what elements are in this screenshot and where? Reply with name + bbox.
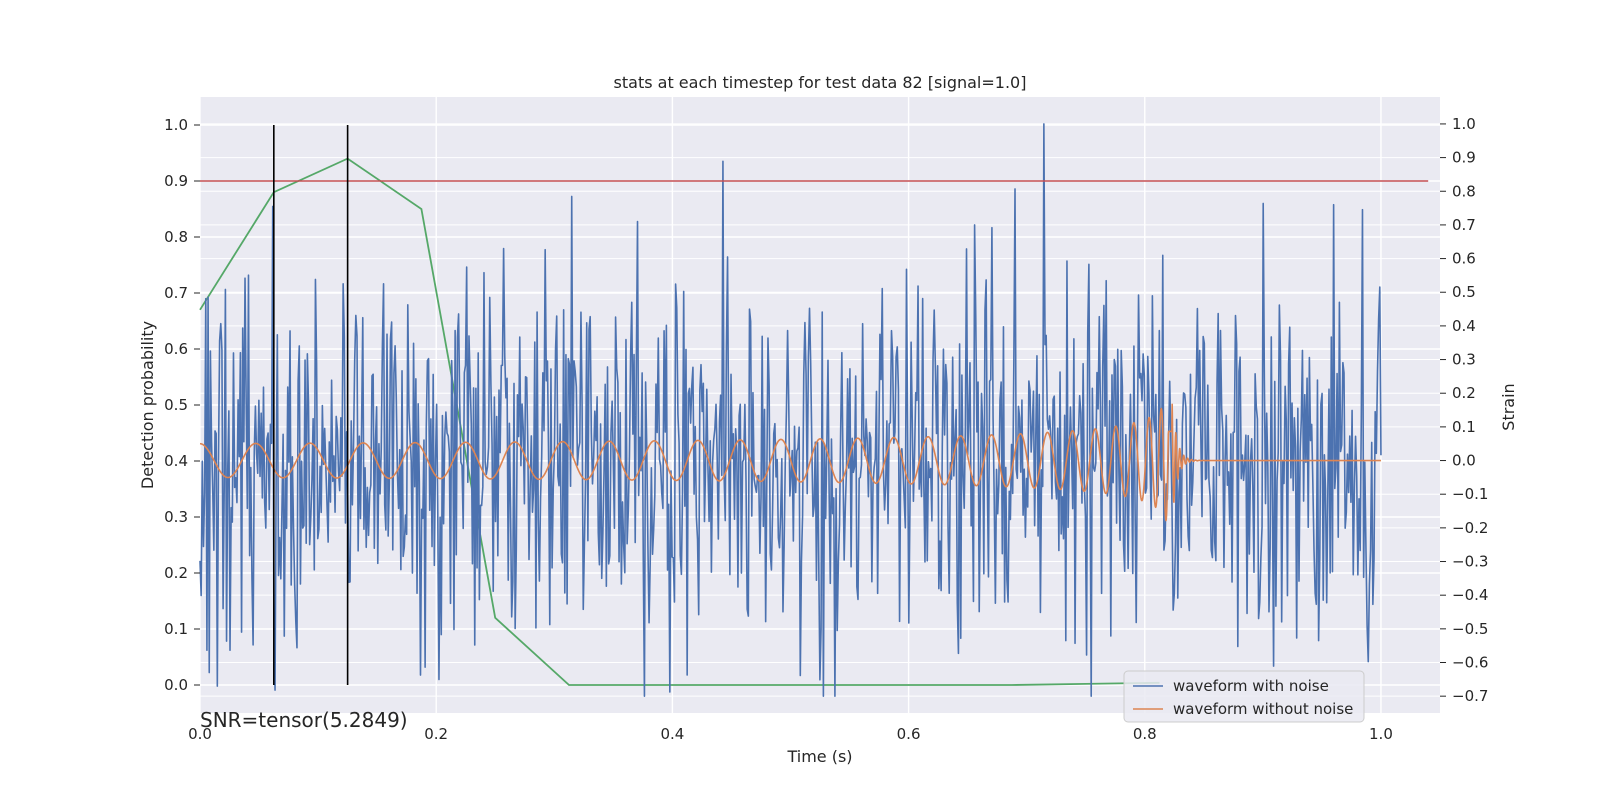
y-right-tick-label-8: 0.1 bbox=[1452, 418, 1476, 436]
x-tick-label-3: 0.6 bbox=[897, 725, 921, 743]
y-right-tick-label-11: 0.4 bbox=[1452, 317, 1476, 335]
x-tick-label-5: 1.0 bbox=[1369, 725, 1393, 743]
y-right-tick-label-9: 0.2 bbox=[1452, 384, 1476, 402]
y-left-tick-label-5: 0.5 bbox=[164, 396, 188, 414]
y-left-tick-label-7: 0.7 bbox=[164, 284, 188, 302]
snr-annotation: SNR=tensor(5.2849) bbox=[200, 708, 408, 732]
y-left-axis-label: Detection probability bbox=[138, 321, 157, 489]
y-left-tick-label-3: 0.3 bbox=[164, 508, 188, 526]
y-left-tick-label-6: 0.6 bbox=[164, 340, 188, 358]
y-right-tick-label-5: −0.2 bbox=[1452, 519, 1488, 537]
y-right-tick-label-3: −0.4 bbox=[1452, 586, 1488, 604]
legend-label-clean: waveform without noise bbox=[1173, 700, 1353, 718]
y-left-tick-label-1: 0.1 bbox=[164, 620, 188, 638]
y-right-tick-label-7: 0.0 bbox=[1452, 452, 1476, 470]
y-right-tick-label-17: 1.0 bbox=[1452, 115, 1476, 133]
y-right-tick-label-14: 0.7 bbox=[1452, 216, 1476, 234]
y-right-axis-ticks: −0.7 −0.6 −0.5 −0.4 −0.3 −0.2 −0.1 0.0 0.1 0.2 0.3… bbox=[1440, 115, 1488, 705]
y-right-tick-label-0: −0.7 bbox=[1452, 687, 1488, 705]
x-tick-label-1: 0.2 bbox=[424, 725, 448, 743]
y-right-tick-label-13: 0.6 bbox=[1452, 250, 1476, 268]
waveform-with-noise-layer bbox=[199, 123, 1382, 697]
y-right-tick-label-2: −0.5 bbox=[1452, 620, 1488, 638]
y-left-tick-label-8: 0.8 bbox=[164, 228, 188, 246]
x-tick-label-2: 0.4 bbox=[660, 725, 684, 743]
y-right-tick-label-1: −0.6 bbox=[1452, 654, 1488, 672]
x-axis-label: Time (s) bbox=[786, 747, 852, 766]
waveform-without-noise-line bbox=[199, 403, 1382, 522]
chart-title: stats at each timestep for test data 82 … bbox=[614, 73, 1027, 92]
y-left-axis-ticks: 0.0 0.1 0.2 0.3 0.4 0.5 0.6 0.7 0.8 0.9 1.0 bbox=[164, 116, 200, 694]
legend-label-noise: waveform with noise bbox=[1173, 677, 1329, 695]
y-left-tick-label-10: 1.0 bbox=[164, 116, 188, 134]
y-right-tick-label-4: −0.3 bbox=[1452, 553, 1488, 571]
legend-box bbox=[1123, 670, 1365, 723]
detection-probability-line bbox=[199, 157, 1160, 686]
y-left-tick-label-0: 0.0 bbox=[164, 676, 188, 694]
x-tick-label-0: 0.0 bbox=[188, 725, 212, 743]
x-tick-label-4: 0.8 bbox=[1133, 725, 1157, 743]
vertical-marker-layer bbox=[273, 125, 349, 685]
legend: waveform with noise waveform without noi… bbox=[1123, 670, 1365, 723]
y-right-tick-label-16: 0.9 bbox=[1452, 149, 1476, 167]
y-right-tick-label-12: 0.5 bbox=[1452, 283, 1476, 301]
x-axis-ticks: 0.0 0.2 0.4 0.6 0.8 1.0 bbox=[188, 725, 1393, 743]
waveform-with-noise-line bbox=[199, 123, 1382, 697]
y-left-tick-label-9: 0.9 bbox=[164, 172, 188, 190]
y-left-tick-label-4: 0.4 bbox=[164, 452, 188, 470]
y-right-tick-label-6: −0.1 bbox=[1452, 485, 1488, 503]
y-right-tick-label-15: 0.8 bbox=[1452, 182, 1476, 200]
y-right-tick-label-10: 0.3 bbox=[1452, 351, 1476, 369]
y-right-axis-label: Strain bbox=[1499, 383, 1518, 430]
y-left-tick-label-2: 0.2 bbox=[164, 564, 188, 582]
waveform-without-noise-layer bbox=[199, 403, 1382, 522]
